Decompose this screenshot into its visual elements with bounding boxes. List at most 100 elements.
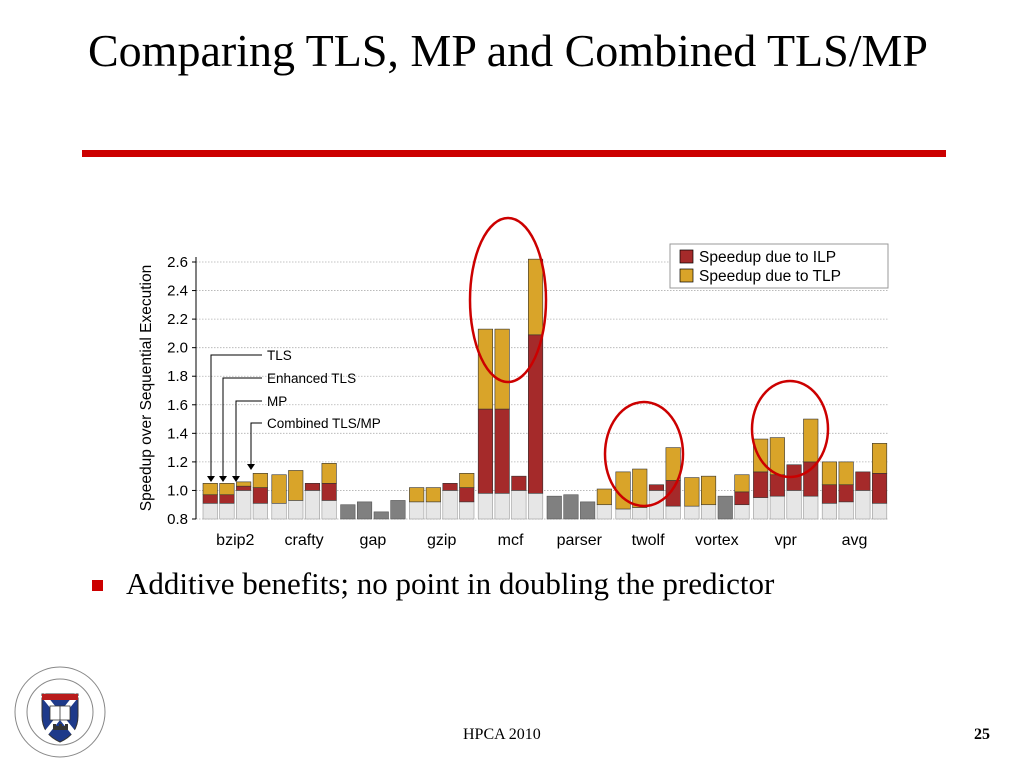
highlight-circle-mcf: [468, 216, 548, 384]
bar-segment-base: [786, 490, 802, 520]
slide-title: Comparing TLS, MP and Combined TLS/MP: [88, 25, 928, 76]
bar-segment-no-speedup: [356, 501, 373, 520]
bar-segment-base: [596, 504, 612, 520]
bar-segment-base: [202, 502, 218, 520]
university-crest-logo: [14, 666, 106, 758]
bar-segment-tlp: [321, 463, 337, 484]
bar-segment-tlp: [734, 474, 750, 493]
y-tick-label: 0.8: [167, 511, 188, 528]
bar-segment-ilp: [769, 474, 785, 497]
crest-chief: [42, 694, 78, 700]
bar-segment-no-speedup: [580, 501, 596, 520]
bar-segment-ilp: [753, 471, 769, 498]
y-tick-label: 1.2: [167, 454, 188, 471]
y-tick-label: 1.8: [167, 368, 188, 385]
bar-group-gzip: [409, 473, 475, 520]
y-tick-labels: 0.8 1.0 1.2 1.4 1.6 1.8 2.0 2.2 2.4 2.6: [167, 254, 188, 528]
highlight-circle-twolf: [603, 400, 685, 508]
bar-segment-ilp: [236, 485, 252, 491]
x-category-label: gap: [360, 532, 387, 549]
x-category-label: twolf: [632, 532, 665, 549]
bar-segment-tlp: [252, 473, 268, 488]
x-category-label: avg: [842, 532, 868, 549]
bar-segment-tlp: [821, 461, 838, 486]
bar-segment-tlp: [665, 447, 681, 481]
bar-segment-ilp: [871, 473, 888, 504]
annotation-leader-combined: [250, 422, 262, 466]
bar-segment-tlp: [596, 488, 612, 506]
bar-segment-base: [494, 492, 510, 520]
bar-segment-tlp: [615, 471, 631, 510]
bar-group-avg: [821, 443, 888, 520]
arrowhead-mp: [232, 476, 240, 482]
bar-segment-tlp: [632, 468, 648, 508]
bar-segment-tlp: [236, 481, 252, 487]
bar-segment-base: [700, 504, 717, 520]
bar-segment-tlp: [769, 437, 785, 476]
bar-segment-base: [734, 504, 750, 520]
bar-segment-tlp: [202, 483, 218, 496]
crest-inner-ring: [26, 678, 94, 746]
legend-swatch-ilp: [679, 249, 694, 264]
bar-segment-ilp: [477, 408, 494, 494]
bar-segment-no-speedup: [546, 495, 562, 520]
bar-segment-base: [769, 495, 785, 520]
y-tick-label: 1.4: [167, 425, 188, 442]
annotation-leader-mp: [235, 400, 262, 478]
annotation-mp: MP: [267, 394, 287, 409]
legend-swatch-tlp: [679, 268, 694, 283]
annotation-tls: TLS: [267, 348, 292, 363]
bar-segment-base: [665, 505, 681, 520]
bar-segment-tlp: [527, 258, 544, 336]
y-tick-label: 2.6: [167, 254, 188, 271]
y-tick-label: 2.4: [167, 283, 188, 300]
bar-segment-tlp: [838, 461, 854, 486]
bullet-point: Additive benefits; no point in doubling …: [126, 566, 775, 601]
bar-segment-ilp: [202, 494, 218, 504]
annotation-combined: Combined TLS/MP: [267, 416, 381, 431]
bar-segment-ilp: [648, 484, 665, 491]
bar-segment-base: [511, 490, 527, 520]
bar-segment-base: [252, 502, 268, 520]
bar-segment-ilp: [494, 408, 510, 494]
y-tick-label: 1.0: [167, 482, 188, 499]
speedup-chart: 0.8 1.0 1.2 1.4 1.6 1.8 2.0 2.2 2.4 2.6 bzip2 craf…: [138, 216, 889, 549]
page-number: 25: [974, 726, 990, 743]
bar-segment-ilp: [304, 483, 321, 491]
x-category-label: gzip: [427, 532, 456, 549]
bar-group-bzip2: [202, 473, 268, 520]
bar-segment-ilp: [511, 475, 527, 491]
bar-segment-tlp: [477, 328, 494, 410]
bar-segment-tlp: [425, 487, 441, 503]
bar-segment-ilp: [734, 491, 750, 506]
bar-segment-base: [459, 501, 475, 520]
title-underline: [82, 150, 946, 157]
bar-segment-base: [477, 492, 494, 520]
bar-segment-tlp: [219, 483, 235, 496]
bar-group-crafty: [271, 463, 337, 520]
bar-segment-base: [219, 502, 235, 520]
bar-group-gap: [340, 500, 406, 520]
bar-segment-no-speedup: [717, 495, 733, 520]
bar-segment-base: [821, 502, 838, 520]
bar-segment-base: [753, 497, 769, 520]
y-tick-label: 2.0: [167, 340, 188, 357]
bar-group-vpr: [753, 418, 819, 520]
arrowhead-tls: [207, 476, 215, 482]
bar-segment-base: [803, 495, 819, 520]
bar-segment-ilp: [838, 484, 854, 503]
bar-group-twolf: [615, 447, 681, 520]
bar-segment-base: [271, 502, 287, 520]
bar-segment-tlp: [288, 470, 304, 501]
annotation-enhanced-tls: Enhanced TLS: [267, 371, 356, 386]
y-tick-label: 2.2: [167, 311, 188, 328]
bar-segment-ilp: [459, 487, 475, 503]
bar-segment-ilp: [855, 471, 871, 491]
x-category-label: vortex: [695, 532, 739, 549]
bar-segment-ilp: [821, 484, 838, 504]
bar-segment-tlp: [271, 474, 287, 504]
bar-group-parser: [546, 488, 612, 520]
highlight-circles: [468, 216, 830, 508]
bar-segment-base: [442, 490, 458, 520]
chart-bars: [202, 258, 888, 520]
